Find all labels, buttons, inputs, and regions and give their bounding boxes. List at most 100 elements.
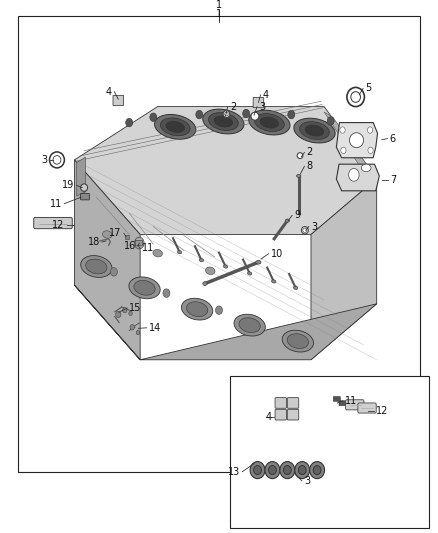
Ellipse shape	[155, 115, 196, 139]
Text: 3: 3	[259, 102, 265, 111]
Text: 16: 16	[124, 241, 136, 251]
Circle shape	[243, 109, 250, 118]
Ellipse shape	[239, 318, 260, 333]
Text: 4: 4	[263, 90, 269, 100]
FancyBboxPatch shape	[135, 240, 142, 246]
FancyBboxPatch shape	[34, 217, 72, 229]
Text: 18: 18	[88, 237, 100, 247]
FancyBboxPatch shape	[113, 95, 124, 106]
Ellipse shape	[81, 256, 112, 277]
FancyBboxPatch shape	[358, 403, 376, 413]
Ellipse shape	[177, 251, 182, 254]
Ellipse shape	[254, 466, 261, 475]
Circle shape	[215, 306, 223, 314]
Text: 4: 4	[265, 412, 272, 422]
Polygon shape	[324, 112, 377, 179]
Ellipse shape	[187, 302, 208, 317]
Text: 10: 10	[271, 249, 283, 259]
Ellipse shape	[347, 87, 364, 107]
Ellipse shape	[86, 259, 107, 274]
Circle shape	[110, 268, 117, 276]
Ellipse shape	[280, 462, 295, 479]
Circle shape	[116, 311, 121, 318]
Ellipse shape	[295, 462, 310, 479]
Ellipse shape	[208, 112, 238, 131]
Polygon shape	[74, 160, 140, 360]
Ellipse shape	[153, 249, 162, 257]
Text: 1: 1	[216, 0, 222, 10]
Ellipse shape	[294, 118, 335, 143]
Circle shape	[136, 330, 140, 335]
Text: 13: 13	[228, 467, 240, 477]
Circle shape	[129, 311, 132, 316]
Circle shape	[288, 110, 295, 119]
Circle shape	[134, 237, 144, 249]
Circle shape	[341, 147, 346, 154]
Ellipse shape	[310, 462, 325, 479]
FancyBboxPatch shape	[287, 398, 299, 408]
Ellipse shape	[313, 466, 321, 475]
Text: 6: 6	[390, 134, 396, 143]
Ellipse shape	[287, 334, 308, 349]
FancyBboxPatch shape	[81, 193, 89, 200]
Circle shape	[327, 117, 334, 125]
FancyBboxPatch shape	[275, 409, 286, 420]
Polygon shape	[77, 157, 85, 196]
FancyBboxPatch shape	[287, 409, 299, 420]
Circle shape	[367, 127, 373, 133]
Text: 19: 19	[62, 181, 74, 190]
Ellipse shape	[102, 231, 112, 238]
Circle shape	[349, 168, 359, 181]
Ellipse shape	[223, 265, 228, 268]
Ellipse shape	[203, 109, 244, 134]
Circle shape	[196, 110, 203, 119]
Bar	[230, 376, 429, 528]
FancyBboxPatch shape	[346, 400, 364, 410]
Ellipse shape	[249, 110, 290, 135]
Ellipse shape	[297, 174, 301, 177]
Ellipse shape	[254, 114, 284, 132]
Text: 12: 12	[376, 407, 388, 416]
Circle shape	[123, 308, 127, 313]
Ellipse shape	[298, 466, 306, 475]
Ellipse shape	[265, 462, 280, 479]
Ellipse shape	[361, 164, 371, 172]
Circle shape	[126, 118, 133, 127]
Ellipse shape	[251, 112, 259, 120]
Polygon shape	[74, 285, 377, 360]
Ellipse shape	[303, 228, 307, 232]
FancyBboxPatch shape	[253, 98, 264, 108]
Ellipse shape	[129, 277, 160, 298]
Text: 3: 3	[304, 476, 310, 486]
Ellipse shape	[214, 116, 233, 127]
FancyBboxPatch shape	[333, 397, 340, 401]
Ellipse shape	[203, 281, 207, 286]
Ellipse shape	[250, 462, 265, 479]
Text: 11: 11	[345, 396, 357, 406]
Text: 11: 11	[142, 244, 155, 253]
Ellipse shape	[272, 280, 276, 283]
Text: 3: 3	[311, 222, 317, 231]
Ellipse shape	[234, 314, 265, 336]
Ellipse shape	[268, 466, 276, 475]
Ellipse shape	[225, 112, 228, 116]
Circle shape	[340, 127, 345, 133]
Ellipse shape	[134, 280, 155, 295]
Ellipse shape	[256, 260, 261, 264]
Ellipse shape	[205, 267, 215, 274]
Ellipse shape	[305, 125, 324, 136]
Ellipse shape	[247, 272, 252, 275]
Polygon shape	[311, 179, 377, 360]
Text: 2: 2	[230, 102, 236, 111]
Circle shape	[150, 113, 157, 122]
Text: 15: 15	[129, 303, 141, 313]
Polygon shape	[336, 164, 379, 191]
Ellipse shape	[351, 92, 360, 102]
Text: 8: 8	[307, 161, 313, 171]
Ellipse shape	[199, 259, 204, 262]
Ellipse shape	[285, 219, 290, 222]
Text: 3: 3	[41, 155, 47, 165]
Ellipse shape	[223, 110, 230, 117]
Ellipse shape	[53, 156, 61, 164]
Text: 1: 1	[216, 9, 222, 19]
